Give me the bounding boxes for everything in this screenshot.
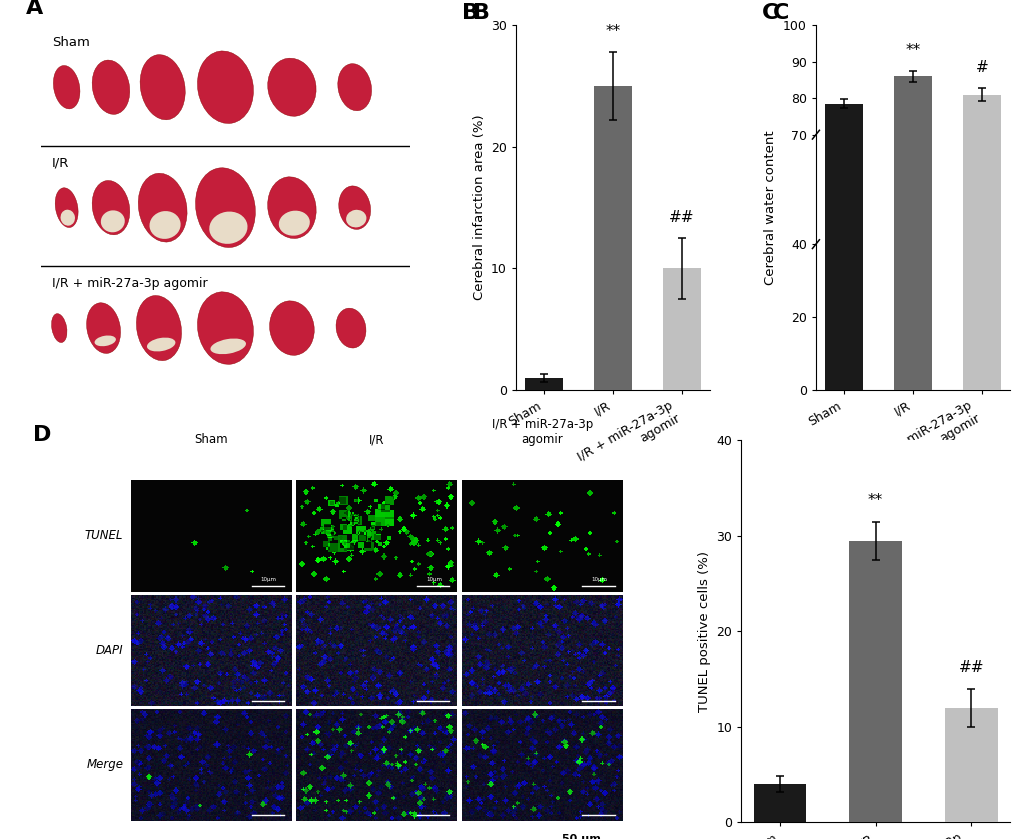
Ellipse shape — [210, 338, 246, 354]
Ellipse shape — [147, 337, 175, 352]
Ellipse shape — [92, 60, 129, 114]
Bar — [944, 708, 997, 822]
Ellipse shape — [150, 211, 180, 239]
Ellipse shape — [198, 292, 253, 364]
Text: TUNEL: TUNEL — [85, 529, 123, 542]
Ellipse shape — [55, 188, 78, 227]
Text: #: # — [974, 60, 987, 76]
Ellipse shape — [345, 210, 366, 227]
Ellipse shape — [267, 177, 316, 238]
Ellipse shape — [269, 301, 314, 355]
Text: I/R: I/R — [52, 157, 69, 169]
Text: ##: ## — [958, 660, 983, 675]
Text: ##: ## — [668, 211, 694, 226]
Bar — [824, 104, 862, 390]
Ellipse shape — [92, 180, 129, 235]
Y-axis label: Cerebral water content: Cerebral water content — [763, 130, 776, 285]
Ellipse shape — [95, 336, 116, 347]
Text: Sham: Sham — [52, 36, 90, 50]
Ellipse shape — [52, 314, 67, 342]
Ellipse shape — [278, 211, 310, 236]
Ellipse shape — [198, 51, 253, 123]
Text: C: C — [761, 3, 777, 23]
Bar — [849, 540, 901, 822]
Y-axis label: TUNEL positive cells (%): TUNEL positive cells (%) — [697, 551, 710, 711]
Text: DAPI: DAPI — [96, 644, 123, 657]
Text: Merge: Merge — [87, 758, 123, 771]
Ellipse shape — [338, 186, 370, 229]
Ellipse shape — [101, 211, 124, 232]
Text: A: A — [26, 0, 43, 18]
Ellipse shape — [209, 211, 248, 244]
Text: **: ** — [904, 43, 919, 58]
Ellipse shape — [60, 210, 75, 226]
Ellipse shape — [337, 64, 371, 111]
Bar — [662, 268, 700, 390]
Text: B: B — [462, 3, 478, 23]
Bar — [893, 76, 931, 390]
Ellipse shape — [87, 303, 120, 353]
Text: C: C — [772, 3, 789, 23]
Text: I/R + miR-27a-3p agomir: I/R + miR-27a-3p agomir — [52, 277, 207, 290]
Text: Sham: Sham — [195, 433, 228, 446]
Text: I/R + miR-27a-3p
agomir: I/R + miR-27a-3p agomir — [491, 418, 592, 446]
Ellipse shape — [139, 174, 186, 242]
Text: D: D — [33, 425, 51, 446]
Bar — [525, 378, 562, 390]
Y-axis label: Cerebral infarction area (%): Cerebral infarction area (%) — [472, 115, 485, 300]
Ellipse shape — [140, 55, 185, 120]
Text: **: ** — [867, 493, 882, 508]
Text: **: ** — [605, 24, 620, 39]
Ellipse shape — [137, 295, 181, 361]
Text: 50 μm: 50 μm — [561, 834, 600, 839]
Ellipse shape — [196, 168, 255, 248]
Bar — [962, 95, 1000, 390]
Bar — [753, 784, 805, 822]
Text: B: B — [473, 3, 490, 23]
Text: I/R: I/R — [369, 433, 384, 446]
Bar — [593, 86, 632, 390]
Ellipse shape — [335, 308, 366, 348]
Ellipse shape — [53, 65, 79, 109]
Ellipse shape — [267, 58, 316, 117]
